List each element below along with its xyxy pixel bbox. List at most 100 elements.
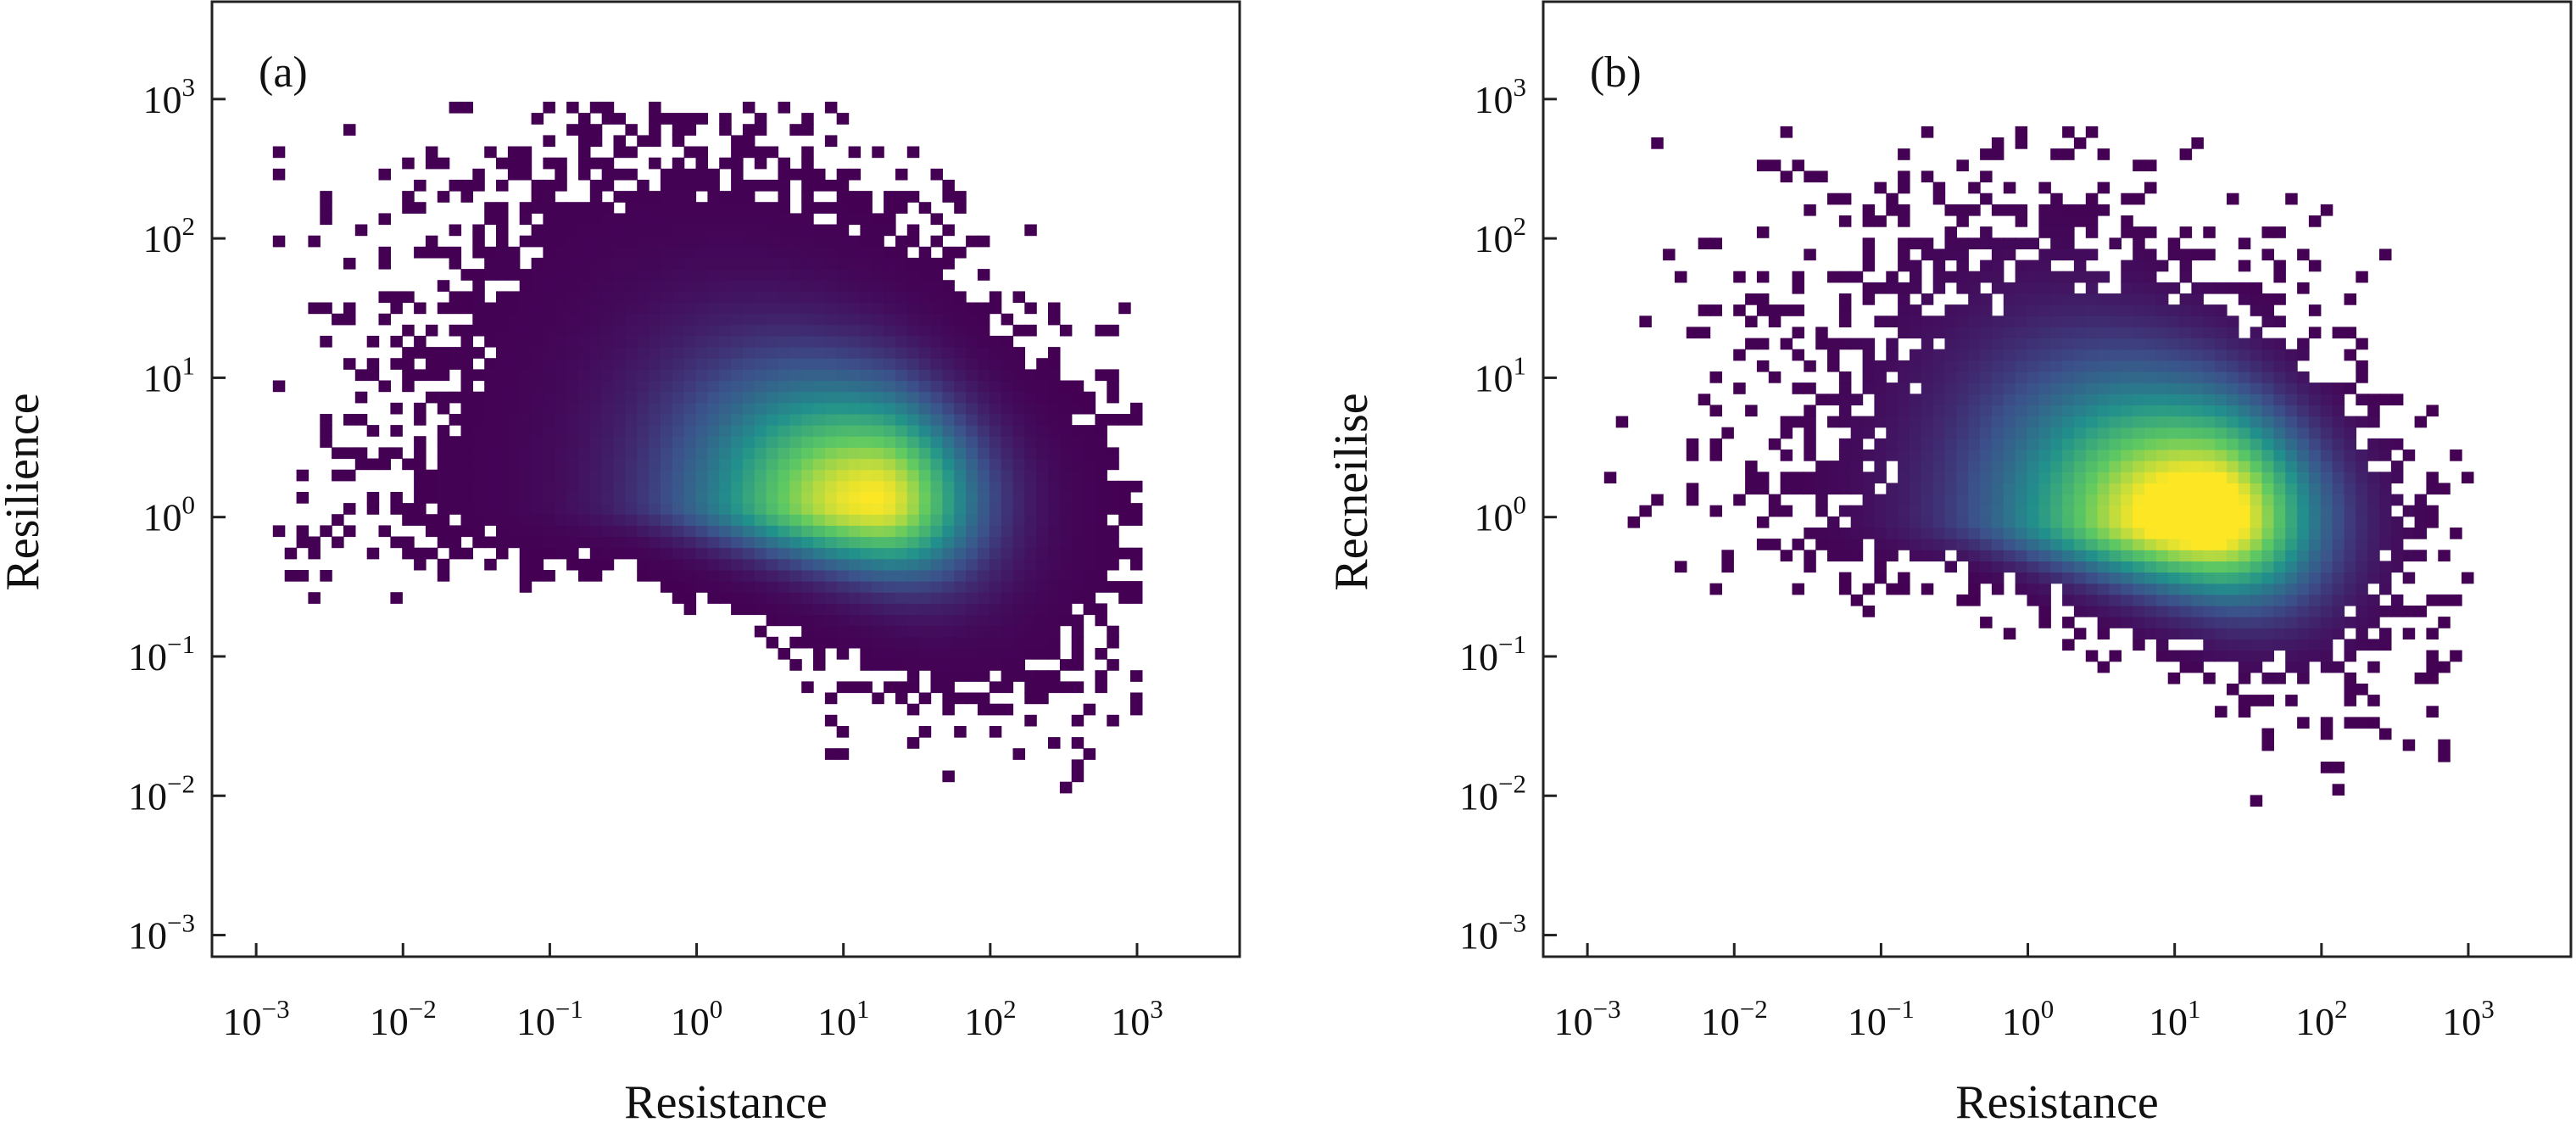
heatmap-cell: [1898, 260, 1910, 272]
heatmap-cell: [2038, 271, 2051, 283]
heatmap-cell: [848, 302, 861, 315]
heatmap-cell: [2320, 450, 2333, 461]
heatmap-cell: [1012, 324, 1025, 337]
heatmap-cell: [589, 202, 603, 214]
heatmap-cell: [2238, 427, 2251, 439]
heatmap-cell: [789, 402, 802, 415]
heatmap-cell: [2167, 450, 2181, 461]
heatmap-cell: [449, 458, 462, 471]
heatmap-cell: [1048, 592, 1061, 604]
heatmap-cell: [942, 425, 955, 437]
heatmap-cell: [2320, 383, 2333, 394]
heatmap-cell: [519, 358, 532, 370]
heatmap-cell: [2215, 561, 2228, 573]
heatmap-cell: [637, 235, 650, 248]
heatmap-cell: [813, 581, 826, 593]
heatmap-cell: [2015, 327, 2028, 339]
heatmap-cell: [719, 558, 732, 571]
heatmap-cell: [695, 581, 708, 593]
heatmap-cell: [2038, 561, 2051, 573]
y-tick-label: 103: [1475, 72, 1527, 121]
heatmap-cell: [1663, 248, 1676, 261]
heatmap-cell: [496, 492, 509, 504]
heatmap-cell: [1956, 159, 1969, 171]
heatmap-cell: [2133, 416, 2145, 428]
heatmap-cell: [1827, 550, 1840, 561]
heatmap-cell: [2062, 528, 2075, 539]
heatmap-cell: [824, 458, 838, 471]
heatmap-cell: [2133, 237, 2145, 249]
heatmap-cell: [2062, 349, 2075, 361]
heatmap-cell: [695, 358, 708, 370]
heatmap-cell: [872, 257, 884, 270]
heatmap-cell: [918, 324, 932, 337]
heatmap-cell: [977, 425, 990, 437]
heatmap-cell: [390, 503, 403, 515]
heatmap-cell: [1921, 483, 1934, 495]
heatmap-cell: [742, 224, 756, 237]
heatmap-cell: [555, 391, 567, 404]
heatmap-cell: [895, 391, 908, 404]
heatmap-cell: [872, 447, 884, 460]
heatmap-cell: [496, 425, 509, 437]
heatmap-cell: [778, 547, 790, 560]
heatmap-cell: [930, 257, 943, 270]
heatmap-cell: [2167, 327, 2181, 339]
heatmap-cell: [1733, 349, 1746, 361]
heatmap-cell: [906, 436, 920, 448]
heatmap-cell: [2121, 371, 2133, 383]
heatmap-cell: [2356, 539, 2368, 550]
heatmap-cell: [1012, 636, 1025, 649]
heatmap-cell: [731, 291, 744, 304]
heatmap-cell: [918, 436, 932, 448]
heatmap-cell: [1768, 505, 1781, 517]
heatmap-cell: [2191, 628, 2204, 639]
heatmap-cell: [2062, 327, 2075, 339]
heatmap-cell: [672, 369, 685, 382]
heatmap-cell: [2285, 360, 2298, 372]
heatmap-cell: [449, 414, 462, 426]
heatmap-cell: [872, 503, 884, 515]
heatmap-cell: [766, 291, 779, 304]
heatmap-cell: [566, 213, 579, 226]
heatmap-cell: [918, 480, 932, 493]
heatmap-cell: [2285, 516, 2298, 528]
heatmap-cell: [2344, 327, 2356, 339]
heatmap-cell: [895, 603, 908, 616]
heatmap-cell: [1968, 550, 1981, 561]
heatmap-cell: [954, 536, 967, 549]
heatmap-cell: [2238, 438, 2251, 450]
heatmap-cell: [472, 179, 485, 192]
heatmap-cell: [2155, 316, 2169, 327]
heatmap-cell: [2121, 383, 2133, 394]
heatmap-cell: [578, 536, 591, 549]
heatmap-cell: [789, 313, 802, 326]
heatmap-cell: [578, 503, 591, 515]
heatmap-cell: [719, 514, 732, 526]
heatmap-cell: [2297, 628, 2310, 639]
heatmap-cell: [1095, 458, 1107, 471]
heatmap-cell: [2356, 628, 2368, 639]
heatmap-cell: [1001, 425, 1014, 437]
heatmap-cell: [2203, 550, 2216, 561]
heatmap-cell: [2062, 316, 2075, 327]
heatmap-cell: [683, 469, 697, 482]
heatmap-cell: [731, 536, 744, 549]
heatmap-cell: [2238, 394, 2251, 405]
heatmap-cell: [731, 469, 744, 482]
heatmap-cell: [824, 536, 838, 549]
heatmap-cell: [683, 558, 697, 571]
heatmap-cell: [977, 492, 990, 504]
heatmap-cell: [2332, 450, 2345, 461]
heatmap-cell: [589, 291, 603, 304]
heatmap-cell: [2414, 606, 2428, 617]
heatmap-cell: [884, 391, 896, 404]
heatmap-cell: [1639, 316, 1652, 327]
heatmap-cell: [1886, 427, 1899, 439]
heatmap-cell: [589, 402, 603, 415]
heatmap-cell: [1048, 525, 1061, 538]
heatmap-cell: [625, 536, 638, 549]
x-tick-label: 101: [2149, 994, 2201, 1043]
heatmap-cell: [942, 770, 955, 783]
heatmap-cell: [2179, 528, 2193, 539]
